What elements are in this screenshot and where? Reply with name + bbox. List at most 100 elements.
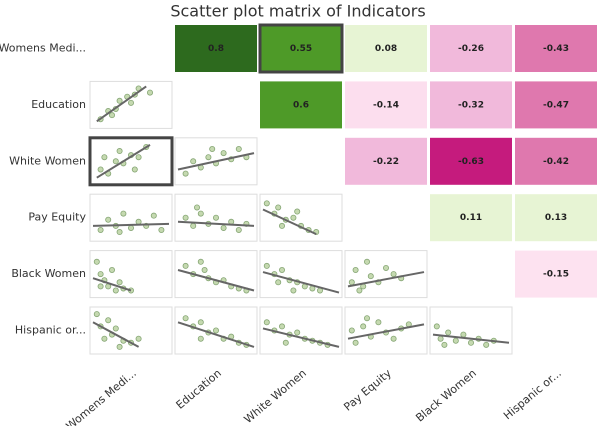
correlation-cell — [430, 25, 512, 72]
correlation-label: 0.8 — [208, 44, 224, 54]
trend-line — [347, 323, 425, 340]
correlation-cell — [430, 194, 512, 242]
scatter-point — [150, 212, 157, 219]
scatter-point — [278, 266, 285, 273]
scatter-panel — [89, 306, 173, 355]
scatter-point — [294, 329, 301, 336]
scatter-panel — [89, 193, 173, 242]
scatter-panel — [88, 136, 174, 187]
correlation-cell — [260, 81, 342, 129]
row-label: Womens Medi... — [0, 42, 86, 55]
scatter-point — [356, 287, 363, 294]
scatter-point — [190, 158, 197, 165]
scatter-point — [460, 331, 467, 338]
scatter-point — [127, 224, 134, 231]
correlation-cell — [515, 194, 597, 242]
correlation-cell — [515, 137, 597, 185]
scatter-point — [120, 210, 127, 217]
scatter-point — [182, 315, 189, 322]
scatter-point — [275, 204, 282, 211]
scatter-point — [363, 258, 370, 265]
row-label: Black Women — [11, 267, 86, 280]
correlation-cell — [430, 137, 512, 185]
correlation-label: -0.43 — [543, 44, 569, 54]
trend-line — [177, 220, 255, 227]
row-label: Hispanic or... — [15, 324, 86, 337]
correlation-cell — [345, 25, 427, 72]
scatter-point — [282, 339, 289, 346]
scatter-point — [441, 341, 448, 348]
trend-line — [177, 269, 255, 292]
scatter-point — [116, 148, 123, 155]
correlation-cell — [515, 250, 597, 298]
scatter-point — [235, 145, 242, 152]
scatter-point — [197, 258, 204, 265]
scatter-point — [290, 214, 297, 221]
chart-title: Scatter plot matrix of Indicators — [170, 2, 425, 21]
scatter-point — [116, 279, 123, 286]
scatter-point — [348, 327, 355, 334]
scatter-point — [193, 204, 200, 211]
scatter-point — [190, 222, 197, 229]
trend-line — [96, 85, 147, 123]
trend-line — [177, 321, 255, 348]
scatter-point — [112, 158, 119, 165]
scatter-point — [209, 145, 216, 152]
scatter-point — [483, 341, 490, 348]
correlation-cell — [258, 23, 344, 74]
scatter-point — [97, 226, 104, 233]
correlation-label: 0.11 — [460, 213, 482, 223]
trend-line — [432, 333, 510, 344]
correlation-label: 0.08 — [375, 44, 397, 54]
scatter-point — [116, 229, 123, 236]
correlation-label: -0.22 — [373, 157, 399, 167]
scatter-point — [97, 271, 104, 278]
scatter-point — [390, 335, 397, 342]
row-label: Education — [31, 98, 86, 111]
scatter-point — [275, 279, 282, 286]
scatter-point — [93, 258, 100, 265]
scatter-point — [197, 319, 204, 326]
scatter-point — [182, 170, 189, 177]
correlation-label: -0.47 — [543, 100, 569, 110]
scatter-point — [97, 283, 104, 290]
scatter-point — [452, 337, 459, 344]
scatter-point — [375, 319, 382, 326]
correlation-label: 0.55 — [290, 44, 312, 54]
trend-line — [92, 222, 170, 227]
scatter-point — [263, 200, 270, 207]
scatter-point — [212, 327, 219, 334]
scatter-point — [182, 214, 189, 221]
scatter-point — [105, 317, 112, 324]
scatter-point — [135, 154, 142, 161]
scatter-point — [146, 89, 153, 96]
scatter-panel — [259, 193, 343, 242]
trend-line — [262, 327, 340, 348]
correlation-label: -0.14 — [373, 100, 399, 110]
scatter-point — [212, 214, 219, 221]
scatter-point — [352, 266, 359, 273]
scatter-point — [382, 264, 389, 271]
scatter-point — [348, 279, 355, 286]
correlation-cell — [515, 25, 597, 72]
correlation-label: -0.15 — [543, 270, 569, 280]
scatter-point — [197, 335, 204, 342]
scatter-point — [352, 339, 359, 346]
scatter-point — [116, 97, 123, 104]
correlation-label: -0.26 — [458, 44, 484, 54]
scatter-point — [220, 224, 227, 231]
trend-line — [92, 277, 132, 292]
scatter-point — [467, 339, 474, 346]
scatter-point — [390, 271, 397, 278]
row-label: White Women — [9, 154, 86, 167]
scatter-point — [197, 210, 204, 217]
scatter-point — [201, 266, 208, 273]
scatter-point — [437, 335, 444, 342]
scatter-point — [135, 218, 142, 225]
scatter-point — [278, 222, 285, 229]
scatter-point — [433, 323, 440, 330]
scatter-point — [116, 343, 123, 350]
scatter-point — [93, 311, 100, 318]
